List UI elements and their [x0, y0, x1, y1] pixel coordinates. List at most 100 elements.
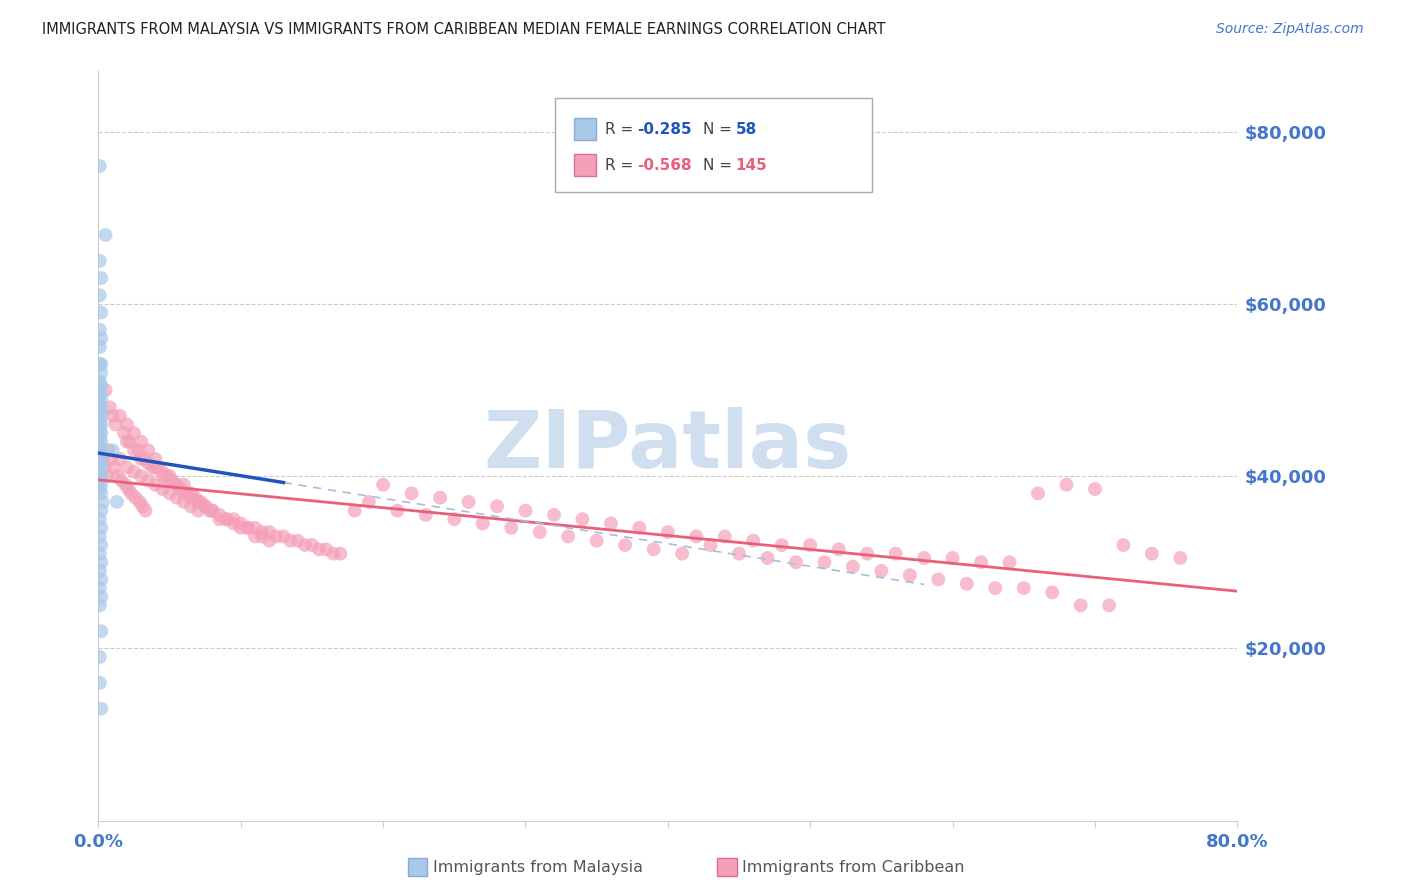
Point	[90, 417, 112, 432]
Text: -0.568: -0.568	[637, 158, 692, 172]
Point	[105, 495, 128, 509]
Point	[1140, 547, 1163, 561]
Point	[870, 564, 893, 578]
Point	[515, 503, 537, 517]
Point	[90, 477, 112, 491]
Point	[90, 271, 112, 285]
Point	[198, 503, 221, 517]
Point	[657, 525, 679, 540]
Text: Immigrants from Caribbean: Immigrants from Caribbean	[742, 860, 965, 874]
Point	[1040, 585, 1063, 599]
Point	[89, 650, 111, 665]
Point	[250, 525, 273, 540]
Point	[166, 491, 188, 505]
Point	[90, 305, 112, 319]
Point	[141, 460, 163, 475]
Text: IMMIGRANTS FROM MALAYSIA VS IMMIGRANTS FROM CARIBBEAN MEDIAN FEMALE EARNINGS COR: IMMIGRANTS FROM MALAYSIA VS IMMIGRANTS F…	[42, 22, 886, 37]
Point	[89, 512, 111, 526]
Point	[101, 409, 124, 423]
Text: ZIPatlas: ZIPatlas	[484, 407, 852, 485]
Point	[90, 409, 112, 423]
Point	[89, 323, 111, 337]
Point	[112, 426, 135, 441]
Point	[89, 357, 111, 371]
Point	[89, 482, 111, 496]
Point	[443, 512, 465, 526]
Point	[643, 542, 665, 557]
Point	[243, 529, 266, 543]
Point	[152, 469, 174, 483]
Point	[486, 500, 509, 514]
Point	[152, 482, 174, 496]
Point	[294, 538, 316, 552]
Point	[208, 512, 231, 526]
Point	[129, 469, 152, 483]
Point	[90, 503, 112, 517]
Point	[90, 392, 112, 406]
Point	[1026, 486, 1049, 500]
Point	[89, 676, 111, 690]
Text: 58: 58	[735, 122, 756, 136]
Point	[173, 495, 195, 509]
Point	[110, 474, 132, 488]
Point	[89, 564, 111, 578]
Point	[236, 521, 259, 535]
Point	[159, 469, 181, 483]
Point	[201, 503, 224, 517]
Point	[89, 422, 111, 436]
Point	[89, 430, 111, 444]
Point	[89, 413, 111, 427]
Point	[103, 460, 125, 475]
Point	[543, 508, 565, 522]
Point	[108, 451, 131, 466]
Point	[118, 434, 141, 449]
Point	[1170, 551, 1192, 566]
Point	[614, 538, 637, 552]
Point	[813, 555, 835, 569]
Point	[322, 547, 344, 561]
Point	[122, 465, 145, 479]
Point	[180, 486, 202, 500]
Point	[714, 529, 737, 543]
Point	[129, 451, 152, 466]
Point	[89, 474, 111, 488]
Point	[970, 555, 993, 569]
Point	[728, 547, 751, 561]
Text: -0.285: -0.285	[637, 122, 692, 136]
Point	[180, 500, 202, 514]
Point	[173, 477, 195, 491]
Point	[373, 477, 395, 491]
Point	[176, 486, 198, 500]
Point	[828, 542, 851, 557]
Point	[215, 512, 238, 526]
Point	[124, 491, 146, 505]
Point	[1112, 538, 1135, 552]
Point	[984, 581, 1007, 595]
Point	[180, 491, 202, 505]
Point	[166, 477, 188, 491]
Point	[287, 533, 309, 548]
Text: R =: R =	[605, 122, 638, 136]
Point	[266, 529, 288, 543]
Point	[699, 538, 721, 552]
Point	[89, 396, 111, 410]
Point	[942, 551, 965, 566]
Point	[162, 474, 184, 488]
Point	[104, 417, 127, 432]
Point	[122, 426, 145, 441]
Point	[927, 573, 949, 587]
Point	[90, 378, 112, 392]
Point	[571, 512, 593, 526]
Point	[222, 516, 245, 531]
Point	[105, 469, 128, 483]
Point	[259, 525, 281, 540]
Point	[90, 366, 112, 380]
Point	[329, 547, 352, 561]
Point	[89, 439, 111, 453]
Point	[89, 253, 111, 268]
Point	[90, 624, 112, 639]
Point	[628, 521, 651, 535]
Point	[159, 486, 181, 500]
Point	[215, 512, 238, 526]
Point	[187, 495, 209, 509]
